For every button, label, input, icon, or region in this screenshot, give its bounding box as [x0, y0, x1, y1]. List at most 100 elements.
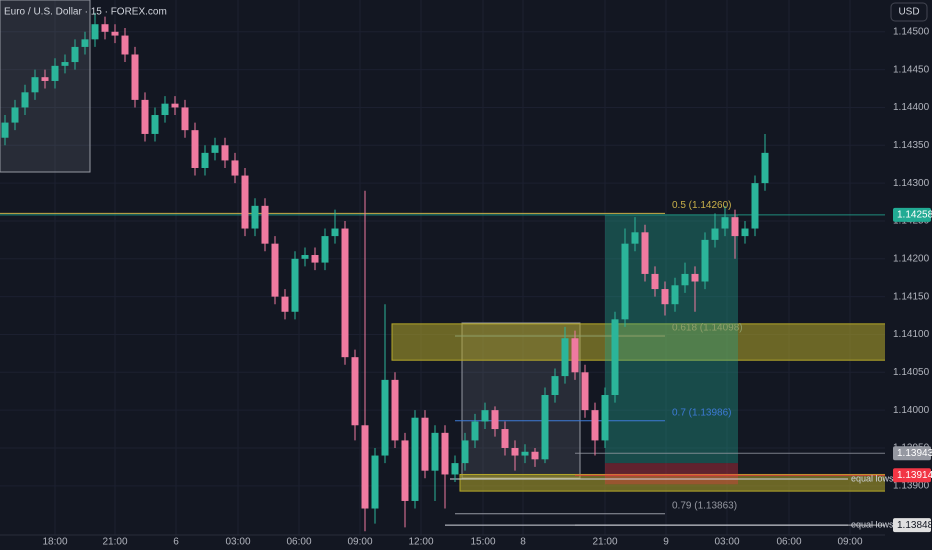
candle-body [131, 54, 139, 100]
candle-body [1, 122, 9, 138]
candle-body [641, 232, 649, 274]
candle-body [711, 228, 719, 240]
candle-body [631, 232, 639, 244]
fib-label: 0.5 (1.14260) [672, 200, 732, 211]
chart-title: Euro / U.S. Dollar · 15 · FOREX.com [4, 7, 167, 18]
candle-body [151, 115, 159, 134]
candle-body [221, 145, 229, 161]
candle-body [241, 175, 249, 229]
candle-body [171, 103, 179, 108]
price-label-box [893, 207, 931, 222]
x-tick-label: 09:00 [837, 537, 862, 548]
candle-body [231, 160, 239, 176]
candle-body [141, 99, 149, 134]
y-tick-label: 1.14300 [893, 178, 930, 189]
candle-body [41, 77, 49, 81]
price-label: 1.13914 [897, 470, 932, 481]
currency-label[interactable]: USD [898, 7, 919, 18]
candle-body [731, 217, 739, 237]
candle-body [301, 255, 309, 259]
candle-body [31, 77, 39, 93]
candle-body [661, 289, 669, 305]
candle-body [571, 338, 579, 373]
candle-body [761, 152, 769, 184]
candle-body [551, 376, 559, 396]
candle-body [161, 103, 169, 116]
x-tick-label: 15:00 [470, 537, 495, 548]
x-tick-label: 12:00 [408, 537, 433, 548]
candle-body [431, 432, 439, 471]
candle-body [701, 239, 709, 282]
candle-body [611, 319, 619, 396]
candle-body [421, 417, 429, 471]
plot [0, 0, 891, 535]
candle-body [371, 455, 379, 509]
candle-body [481, 410, 489, 422]
price-label-box [893, 468, 931, 483]
candle-body [51, 65, 59, 81]
y-tick-label: 1.14400 [893, 102, 930, 113]
equal-lows-label: equal lows [851, 520, 894, 530]
candle-body [351, 357, 359, 426]
candle-body [591, 410, 599, 441]
x-tick-label: 03:00 [714, 537, 739, 548]
candle-body [441, 432, 449, 475]
x-tick-label: 21:00 [592, 537, 617, 548]
x-tick-label: 06:00 [776, 537, 801, 548]
candle-body [461, 440, 469, 464]
y-tick-label: 1.14100 [893, 329, 930, 340]
x-tick-label: 9 [663, 537, 669, 548]
candle-body [311, 255, 319, 263]
x-tick-label: 09:00 [347, 537, 372, 548]
candle-body [541, 395, 549, 460]
y-tick-label: 1.14050 [893, 367, 930, 378]
candle-body [61, 62, 69, 66]
price-label: 1.13848 [897, 520, 932, 531]
candle-body [331, 228, 339, 237]
candle-body [11, 107, 19, 123]
y-tick-label: 1.14150 [893, 291, 930, 302]
candle-body [521, 451, 529, 456]
candle-body [531, 451, 539, 460]
currency-button[interactable] [890, 2, 928, 22]
candle-body [621, 243, 629, 320]
y-tick-label: 1.14350 [893, 140, 930, 151]
candle-body [271, 243, 279, 297]
candle-body [721, 217, 729, 229]
candle-body [381, 379, 389, 456]
price-label: 1.14258 [897, 210, 932, 221]
candle-body [741, 228, 749, 237]
candle-body [471, 421, 479, 441]
candle-body [321, 236, 329, 263]
candle-body [401, 440, 409, 501]
candle-body [491, 410, 499, 430]
price-label: 1.13943 [897, 448, 932, 459]
candle-body [501, 429, 509, 448]
candle-body [71, 46, 79, 63]
zone [391, 323, 891, 361]
fib-label: 0.7 (1.13986) [672, 407, 732, 418]
x-tick-label: 8 [520, 537, 526, 548]
candle-body [581, 372, 589, 411]
candle-body [211, 145, 219, 153]
candle-body [291, 258, 299, 312]
candle-body [751, 183, 759, 229]
candle-body [561, 338, 569, 377]
fib-label: 0.79 (1.13863) [672, 500, 737, 511]
position-loss [605, 463, 738, 485]
price-label-box [893, 446, 931, 461]
price-axis [885, 0, 932, 550]
y-tick-label: 1.14500 [893, 26, 930, 37]
x-tick-label: 06:00 [286, 537, 311, 548]
candle-body [181, 107, 189, 131]
equal-lows-label: equal lows [851, 473, 894, 483]
fib-label: 0.618 (1.14098) [672, 323, 743, 334]
candle-body [191, 130, 199, 168]
x-tick-label: 18:00 [42, 537, 67, 548]
candle-body [81, 39, 89, 47]
candle-body [691, 273, 699, 282]
candle-body [21, 92, 29, 108]
candle-body [251, 205, 259, 229]
candle-body [651, 273, 659, 290]
